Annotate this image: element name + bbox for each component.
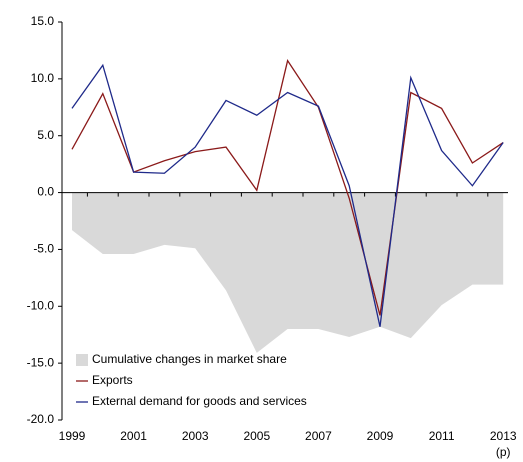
legend-label: External demand for goods and services — [92, 394, 307, 408]
legend-swatch — [76, 354, 88, 366]
y-tick-label: 0.0 — [37, 185, 54, 199]
x-tick-label: 2001 — [120, 429, 147, 443]
line — [71, 59, 504, 316]
legend-label: Exports — [92, 373, 133, 387]
y-tick-label: -10.0 — [27, 298, 55, 312]
y-tick-label: 5.0 — [37, 128, 54, 142]
line — [71, 63, 504, 327]
area — [72, 192, 504, 353]
annotation: (p) — [496, 445, 511, 459]
x-tick-label: 2003 — [182, 429, 209, 443]
y-tick-label: 15.0 — [31, 14, 55, 28]
legend-label: Cumulative changes in market share — [92, 352, 287, 366]
y-tick-label: -15.0 — [27, 355, 55, 369]
x-tick-label: 2011 — [429, 429, 455, 443]
x-tick-label: 2007 — [305, 429, 332, 443]
x-tick-label: 2009 — [367, 429, 394, 443]
x-tick-label: 2013 — [490, 429, 517, 443]
y-tick-label: -5.0 — [33, 242, 54, 256]
x-tick-label: 2005 — [243, 429, 270, 443]
x-tick-label: 1999 — [59, 429, 86, 443]
y-tick-label: 10.0 — [31, 71, 55, 85]
y-tick-label: -20.0 — [27, 412, 55, 426]
